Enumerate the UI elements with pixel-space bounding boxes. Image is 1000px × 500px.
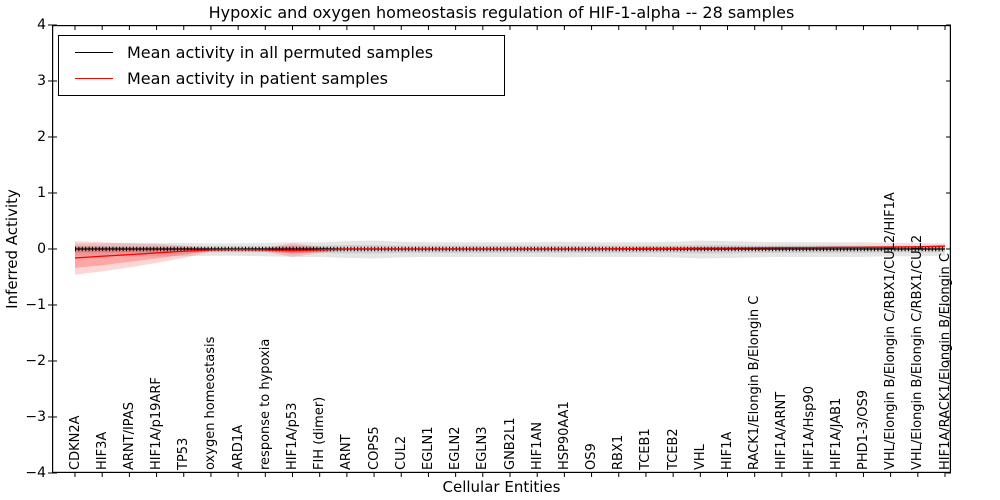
y-tick-label: 4: [37, 17, 46, 33]
legend-label: Mean activity in patient samples: [127, 69, 388, 88]
legend-item-permuted: Mean activity in all permuted samples: [75, 43, 504, 62]
y-tick-label: 3: [37, 73, 46, 89]
y-tick-label: −4: [25, 465, 46, 481]
legend-item-patient: Mean activity in patient samples: [75, 69, 504, 88]
legend-line-black-icon: [75, 52, 113, 53]
plot-area: [48, 24, 951, 477]
x-axis-label: Cellular Entities: [442, 478, 561, 496]
legend: Mean activity in all permuted samples Me…: [58, 35, 505, 96]
y-tick-label: 2: [37, 129, 46, 145]
y-tick-label: −2: [25, 353, 46, 369]
plot-border: [52, 25, 951, 473]
y-tick-label: −3: [25, 409, 46, 425]
legend-label: Mean activity in all permuted samples: [127, 43, 434, 62]
legend-line-red-icon: [75, 78, 113, 79]
y-axis-label: Inferred Activity: [3, 189, 21, 309]
chart-title: Hypoxic and oxygen homeostasis regulatio…: [208, 3, 795, 22]
series-line-1: [74, 245, 946, 259]
